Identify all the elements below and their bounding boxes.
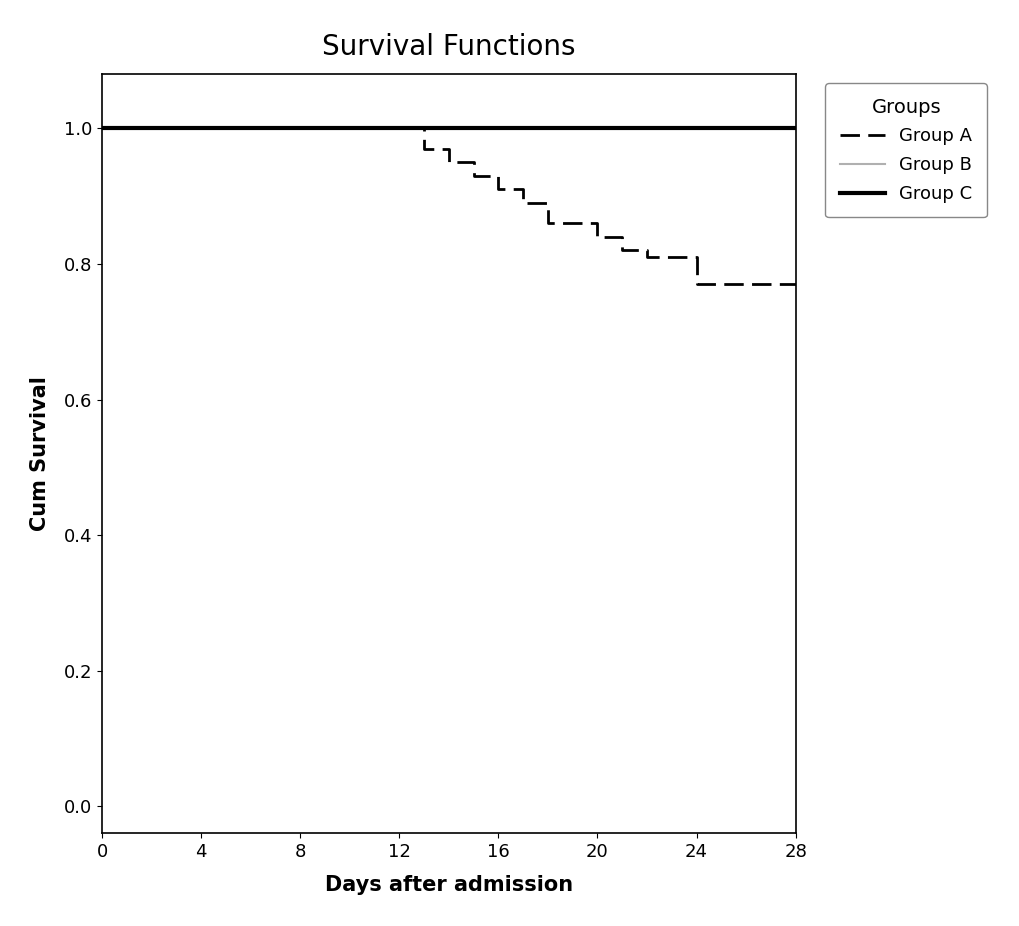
Group A — [517, 183, 529, 194]
Group A — [517, 197, 529, 208]
Title: Survival Functions: Survival Functions — [322, 32, 575, 60]
Group A — [96, 123, 108, 134]
Group A — [467, 170, 479, 181]
X-axis label: Days after admission: Days after admission — [324, 875, 573, 895]
Group A — [442, 144, 454, 155]
Group A — [541, 197, 553, 208]
Group A — [492, 170, 504, 181]
Group A — [714, 279, 727, 290]
Group A — [690, 252, 702, 263]
Legend: Group A, Group B, Group C: Group A, Group B, Group C — [824, 83, 986, 218]
Group A — [442, 156, 454, 168]
Group A — [640, 252, 652, 263]
Group A — [789, 279, 801, 290]
Group A — [591, 232, 603, 243]
Group A — [690, 279, 702, 290]
Group A — [739, 279, 751, 290]
Y-axis label: Cum Survival: Cum Survival — [30, 376, 50, 532]
Group A — [591, 218, 603, 229]
Group A — [615, 244, 628, 256]
Group A — [615, 232, 628, 243]
Line: Group A: Group A — [102, 129, 795, 284]
Group A — [418, 144, 430, 155]
Group A — [640, 244, 652, 256]
Group A — [467, 156, 479, 168]
Group A — [739, 279, 751, 290]
Group A — [541, 218, 553, 229]
Group A — [492, 183, 504, 194]
Group A — [418, 123, 430, 134]
Group A — [714, 279, 727, 290]
